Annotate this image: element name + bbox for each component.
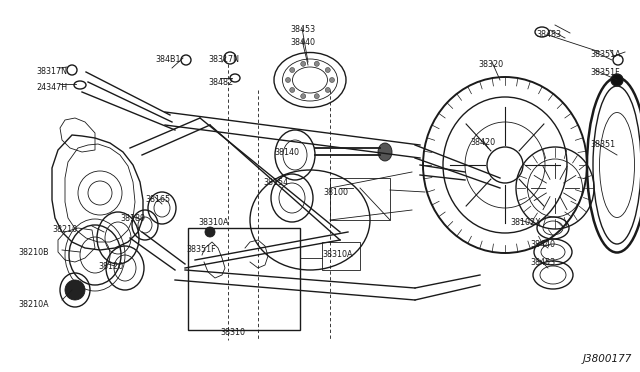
- Ellipse shape: [378, 143, 392, 161]
- Bar: [330, 178, 390, 220]
- Bar: [322, 242, 360, 270]
- Text: 38140: 38140: [274, 148, 299, 157]
- Circle shape: [290, 67, 294, 73]
- Bar: [188, 228, 300, 330]
- Text: 38351F: 38351F: [186, 245, 216, 254]
- Text: 38210: 38210: [52, 225, 77, 234]
- Text: 38120: 38120: [98, 262, 123, 271]
- Text: 24347H: 24347H: [36, 83, 67, 92]
- Circle shape: [325, 87, 330, 93]
- Circle shape: [314, 61, 319, 66]
- Text: 38440: 38440: [290, 38, 315, 47]
- Text: 38310A: 38310A: [322, 250, 353, 259]
- Circle shape: [290, 87, 294, 93]
- Text: 38351F: 38351F: [590, 68, 620, 77]
- Text: 38351: 38351: [590, 140, 615, 149]
- Text: 38154: 38154: [263, 178, 288, 187]
- Circle shape: [325, 67, 330, 73]
- Text: 38317N: 38317N: [208, 55, 239, 64]
- Text: 38320: 38320: [478, 60, 503, 69]
- Text: 38351A: 38351A: [590, 50, 621, 59]
- Circle shape: [205, 227, 215, 237]
- Circle shape: [611, 74, 623, 86]
- Text: 38165: 38165: [145, 195, 170, 204]
- Text: 38453: 38453: [530, 258, 555, 267]
- Circle shape: [314, 94, 319, 99]
- Circle shape: [285, 77, 291, 83]
- Text: 38317N: 38317N: [36, 67, 67, 76]
- Circle shape: [330, 77, 335, 83]
- Text: 38310A: 38310A: [198, 218, 228, 227]
- Text: J3800177: J3800177: [582, 354, 632, 364]
- Circle shape: [301, 61, 306, 66]
- Text: 38310: 38310: [220, 328, 245, 337]
- Text: 38100: 38100: [323, 188, 348, 197]
- Text: 38483: 38483: [536, 30, 561, 39]
- Text: 38189: 38189: [120, 214, 145, 223]
- Circle shape: [301, 94, 306, 99]
- Text: 38210A: 38210A: [18, 300, 49, 309]
- Text: 38453: 38453: [290, 25, 315, 34]
- Text: 38440: 38440: [530, 240, 555, 249]
- Text: 384B1: 384B1: [155, 55, 180, 64]
- Text: 38482: 38482: [208, 78, 233, 87]
- Text: 38102X: 38102X: [510, 218, 541, 227]
- Text: 38420: 38420: [470, 138, 495, 147]
- Circle shape: [65, 280, 85, 300]
- Text: 38210B: 38210B: [18, 248, 49, 257]
